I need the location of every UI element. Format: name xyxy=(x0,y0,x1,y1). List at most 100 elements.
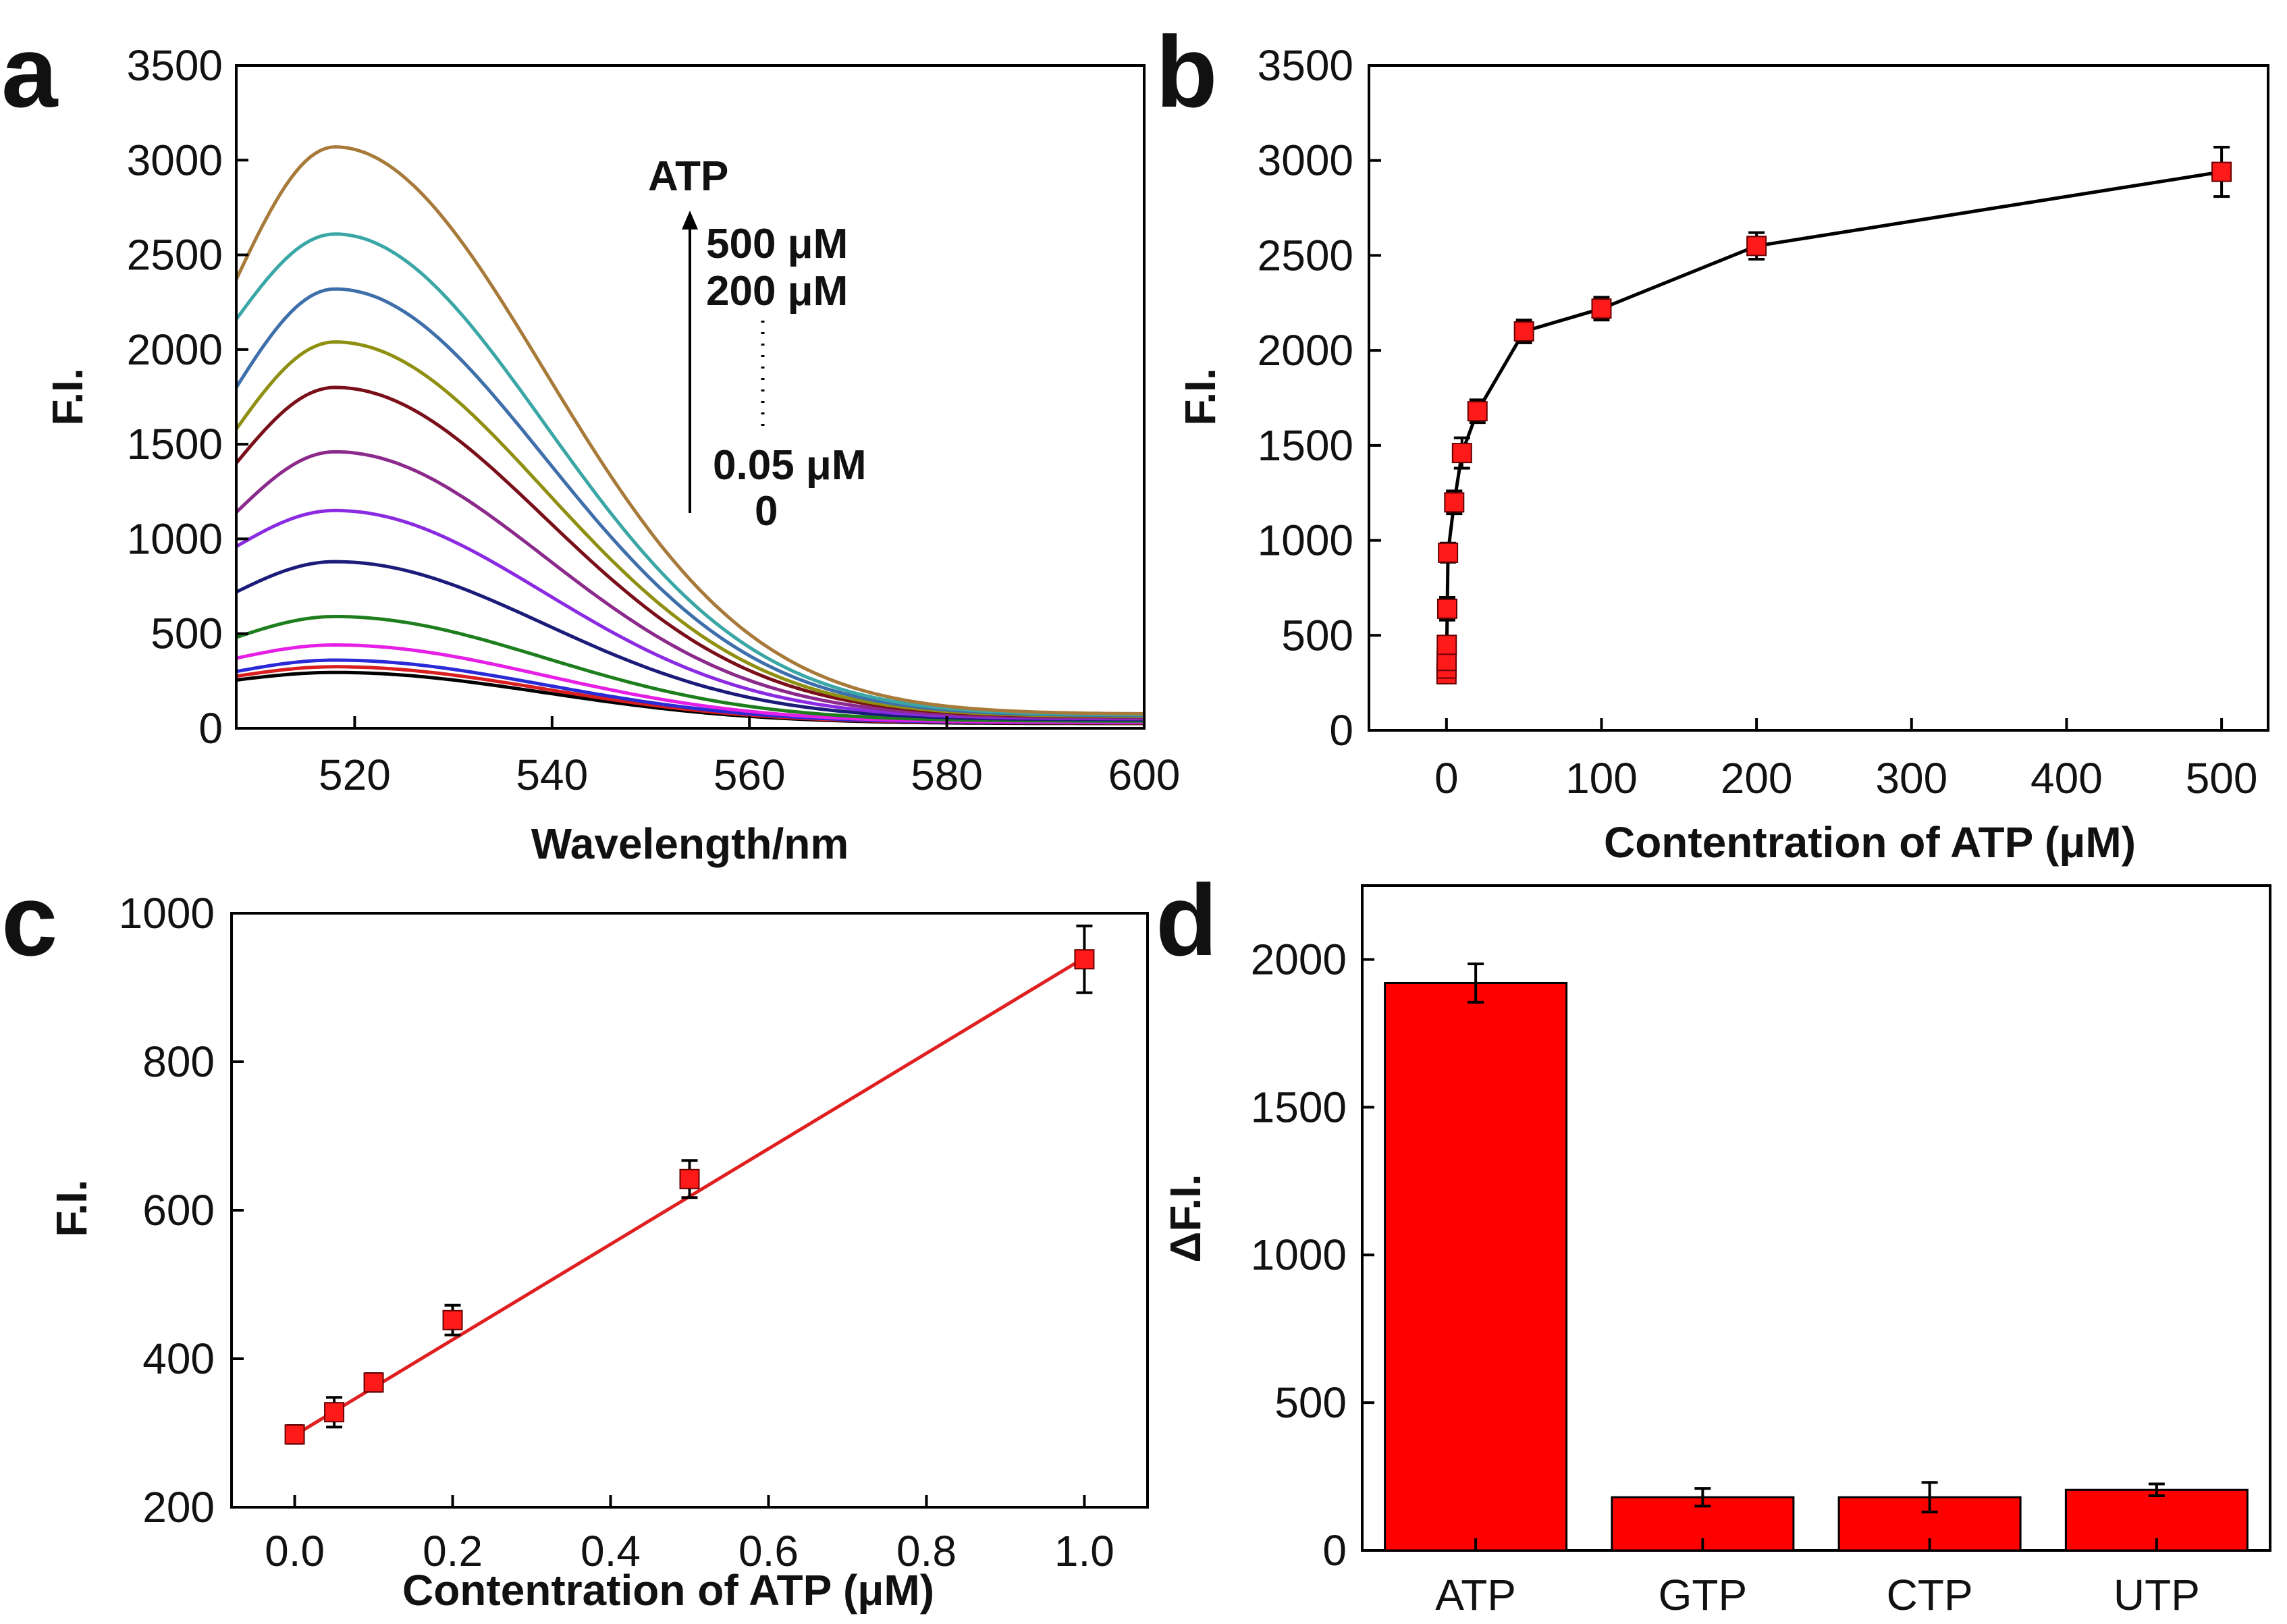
y-tick-label: 3000 xyxy=(1258,136,1353,185)
y-axis-d: 0 500 1000 1500 2000 xyxy=(1251,935,1374,1575)
plot-frame-b xyxy=(1368,64,2269,732)
panel-c: c 200 400 600 800 1000 0.0 0.2 0.4 0.6 0.8 1.0 Co… xyxy=(1,863,1149,1615)
spectrum-line xyxy=(234,145,1145,715)
y-tick-label: 200 xyxy=(142,1483,215,1532)
data-point xyxy=(2211,161,2232,182)
y-tick-label: 500 xyxy=(1274,1378,1347,1427)
data-point xyxy=(1591,298,1612,319)
x-tick-label: 600 xyxy=(1108,751,1181,799)
panel-a: a 0 500 1000 1500 2000 2500 3000 3500 520 540 560… xyxy=(1,15,1180,868)
data-point xyxy=(363,1372,384,1393)
x-axis-label-b: Contentration of ATP (μM) xyxy=(1604,818,2136,867)
x-axis-label-a: Wavelength/nm xyxy=(531,819,849,868)
panel-d: d 0 500 1000 1500 2000 ATP GTP CTP UTP ΔF.I. xyxy=(1156,863,2271,1619)
y-tick-label: 1500 xyxy=(1251,1083,1347,1131)
data-point xyxy=(324,1402,345,1423)
x-tick-label: 200 xyxy=(1721,754,1793,803)
data-point xyxy=(1074,949,1095,970)
plot-frame-d xyxy=(1361,884,2271,1552)
data-point xyxy=(1451,443,1472,464)
y-tick-label: 500 xyxy=(151,610,223,658)
annotation-bottom: 0 xyxy=(755,488,778,535)
spectra-curves xyxy=(234,145,1145,726)
y-tick-label: 500 xyxy=(1281,611,1353,659)
y-tick-label: 1000 xyxy=(127,514,223,563)
y-tick-label: 800 xyxy=(142,1037,215,1086)
y-tick-label: 2000 xyxy=(1258,326,1353,375)
category-label: CTP xyxy=(1887,1571,1973,1619)
annotation-top: 500 μM xyxy=(706,221,848,267)
data-point xyxy=(1436,598,1457,619)
x-tick-label: 0.4 xyxy=(581,1527,641,1575)
y-tick-label: 1500 xyxy=(127,420,223,468)
x-tick-label: 500 xyxy=(2186,754,2258,803)
data-point xyxy=(1467,401,1488,422)
y-tick-label: 0 xyxy=(1322,1526,1347,1575)
x-tick-label: 300 xyxy=(1875,754,1947,803)
y-tick-label: 3500 xyxy=(1258,41,1353,90)
data-series-b xyxy=(1436,146,2232,684)
x-tick-label: 100 xyxy=(1565,754,1638,803)
y-axis-c: 200 400 600 800 1000 xyxy=(119,889,244,1532)
plot-frame-a xyxy=(235,64,1146,730)
x-tick-label: 520 xyxy=(319,751,391,799)
x-tick-label: 0 xyxy=(1434,754,1459,803)
x-axis-label-c: Contentration of ATP (μM) xyxy=(402,1566,934,1615)
annotation-second: 200 μM xyxy=(706,268,848,315)
y-tick-label: 0 xyxy=(198,704,223,753)
y-axis-label-d: ΔF.I. xyxy=(1161,1174,1210,1262)
x-tick-label: 580 xyxy=(911,751,983,799)
y-tick-label: 2000 xyxy=(127,325,223,374)
category-label: UTP xyxy=(2114,1571,2200,1619)
annotation-analyte: ATP xyxy=(648,153,728,200)
x-tick-label: 0.2 xyxy=(423,1527,483,1575)
data-point xyxy=(1436,634,1457,655)
y-axis-b: 0 500 1000 1500 2000 2500 3000 3500 xyxy=(1258,41,1381,755)
y-tick-label: 3500 xyxy=(127,41,223,90)
y-tick-label: 2500 xyxy=(127,231,223,279)
panel-letter-a: a xyxy=(1,15,59,128)
y-tick-label: 0 xyxy=(1329,706,1353,755)
y-tick-label: 1000 xyxy=(1251,1230,1347,1279)
bar-atp xyxy=(1384,981,1568,1552)
data-point xyxy=(1746,236,1767,256)
data-series-c xyxy=(284,924,1095,1445)
x-tick-label: 400 xyxy=(2030,754,2103,803)
x-tick-label: 0.6 xyxy=(738,1527,799,1575)
y-tick-label: 600 xyxy=(142,1186,215,1235)
arrow-head xyxy=(682,211,698,229)
y-tick-label: 1000 xyxy=(1258,516,1353,565)
data-point xyxy=(679,1168,700,1189)
data-point xyxy=(284,1424,305,1445)
panel-b: b 0 500 1000 1500 2000 2500 3000 3500 0 100 200 30… xyxy=(1156,15,2269,867)
y-tick-label: 2000 xyxy=(1251,935,1347,983)
x-tick-label: 560 xyxy=(714,751,786,799)
panel-letter-b: b xyxy=(1156,15,1218,128)
y-tick-label: 2500 xyxy=(1258,231,1353,279)
connecting-line xyxy=(1445,170,2222,675)
data-point xyxy=(1438,542,1459,563)
y-tick-label: 1000 xyxy=(119,889,215,938)
y-axis-a: 0 500 1000 1500 2000 2500 3000 3500 xyxy=(127,41,248,753)
x-tick-label: 0.8 xyxy=(896,1527,957,1575)
x-tick-label: 540 xyxy=(516,751,588,799)
panel-letter-d: d xyxy=(1156,863,1218,977)
y-axis-label-c: F.I. xyxy=(47,1179,96,1237)
x-axis-a: 520 540 560 580 600 xyxy=(319,716,1180,799)
y-tick-label: 3000 xyxy=(127,136,223,184)
x-axis-c: 0.0 0.2 0.4 0.6 0.8 1.0 xyxy=(265,1495,1114,1575)
data-point xyxy=(1444,492,1465,513)
y-tick-label: 1500 xyxy=(1258,421,1353,470)
x-tick-label: 1.0 xyxy=(1054,1527,1114,1575)
category-label: ATP xyxy=(1435,1571,1516,1619)
x-tick-label: 0.0 xyxy=(265,1527,325,1575)
data-point xyxy=(1513,321,1534,342)
annotation-low: 0.05 μM xyxy=(713,442,866,489)
y-tick-label: 400 xyxy=(142,1334,215,1383)
panel-letter-c: c xyxy=(1,863,57,977)
x-axis-b: 0 100 200 300 400 500 xyxy=(1434,718,2257,803)
data-point xyxy=(442,1309,463,1330)
y-axis-label-b: F.I. xyxy=(1176,368,1225,425)
y-axis-label-a: F.I. xyxy=(43,368,92,425)
